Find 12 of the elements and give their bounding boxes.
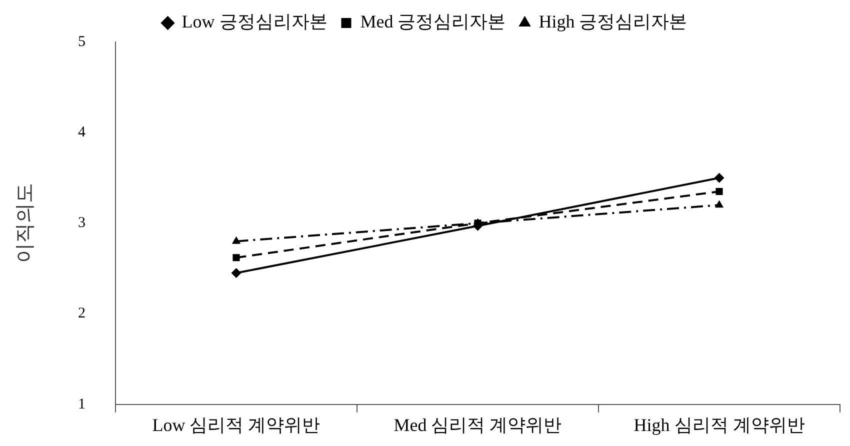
legend-label: High 긍정심리자본	[538, 12, 688, 32]
y-tick-label: 2	[78, 306, 86, 322]
y-axis-title: 이직의도	[12, 183, 36, 264]
y-tick-label: 1	[78, 396, 86, 412]
x-tick-label: Low 심리적 계약위반	[152, 414, 320, 435]
x-tick-label: High 심리적 계약위반	[634, 414, 805, 435]
y-tick-label: 4	[78, 124, 86, 141]
x-tick-label: Med 심리적 계약위반	[394, 414, 562, 435]
legend-label: Med 긍정심리자본	[360, 12, 506, 32]
y-tick-label: 3	[78, 215, 86, 232]
legend-label: Low 긍정심리자본	[182, 12, 328, 32]
y-tick-label: 5	[78, 34, 86, 50]
